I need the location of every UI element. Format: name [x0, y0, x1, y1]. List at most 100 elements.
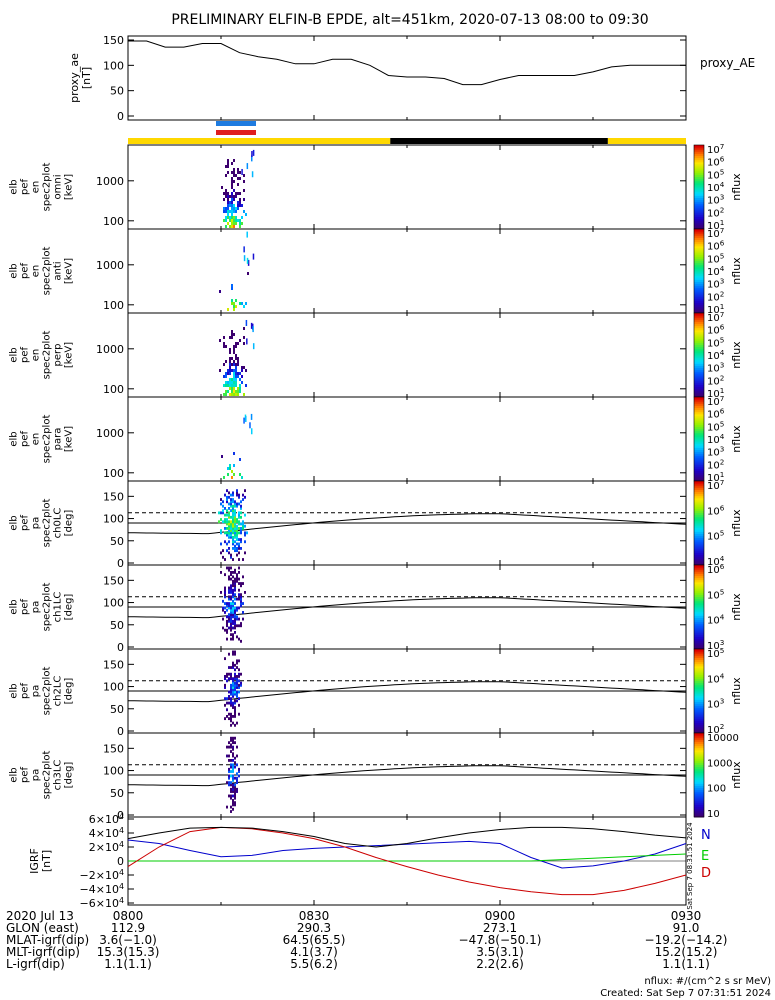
colorbar-segment	[694, 155, 704, 159]
panel-ylabel: elb pef en spec2plot anti [keV]	[9, 247, 75, 296]
pa-pixel	[232, 608, 234, 612]
colorbar-segment	[694, 508, 704, 511]
panel-y-tick-label: 100	[103, 383, 124, 396]
colorbar-segment	[694, 415, 704, 419]
colorbar-segment	[694, 470, 704, 474]
pa-pixel	[234, 622, 236, 625]
spec-pixel	[223, 375, 225, 378]
spec-pixel	[227, 195, 229, 198]
colorbar-segment	[694, 235, 704, 238]
colorbar-tick-label: 102	[707, 373, 724, 388]
colorbar-segment	[694, 596, 704, 600]
pa-pixel	[226, 542, 228, 546]
pa-pixel	[230, 628, 232, 632]
pa-pixel	[232, 688, 234, 692]
colorbar-tick-label: 105	[707, 251, 724, 266]
colorbar-segment	[694, 544, 704, 547]
pa-pixel	[236, 679, 238, 683]
colorbar-segment	[694, 682, 704, 686]
pa-pixel	[228, 783, 230, 787]
pa-pixel	[230, 683, 232, 687]
colorbar-segment	[694, 592, 704, 595]
pa-pixel	[228, 531, 230, 535]
colorbar-segment	[694, 161, 704, 165]
colorbar-tick-label: 103	[707, 444, 724, 459]
orbit-status-bars	[128, 121, 686, 144]
colorbar-label: nflux	[730, 509, 743, 537]
colorbar-segment	[694, 518, 704, 522]
spec-pixel	[225, 345, 227, 348]
pa-pixel	[230, 617, 232, 621]
colorbar-segment	[694, 277, 704, 280]
colorbar-segment	[694, 537, 704, 541]
colorbar-segment	[694, 525, 704, 528]
colorbar-segment	[694, 405, 704, 408]
colorbar-segment	[694, 315, 704, 318]
pa-pixel	[234, 690, 236, 694]
pa-pixel	[228, 652, 230, 656]
spec-pixel	[233, 351, 235, 354]
spec-pixel	[231, 171, 233, 174]
pa-pixel	[232, 745, 234, 749]
colorbar-segment	[694, 184, 704, 188]
pa-pixel	[232, 538, 234, 541]
pa-pixel	[226, 495, 228, 499]
colorbar-segment	[694, 600, 704, 604]
spec-streak	[250, 413, 253, 420]
pa-pixel	[220, 542, 222, 546]
panel-ylabel: elb pef pa spec2plot ch2LC [deg]	[9, 667, 75, 716]
colorbar-segment	[694, 205, 704, 209]
colorbar-segment	[694, 422, 704, 425]
colorbar-segment	[694, 793, 704, 797]
colorbar-tick-label: 10000	[707, 733, 739, 744]
panel-ylabel-line: en	[31, 181, 42, 194]
colorbar-segment	[694, 262, 704, 266]
spec-pixel	[233, 189, 235, 192]
colorbar-segment	[694, 684, 704, 688]
spec-pixel	[233, 360, 235, 363]
spec-pixel	[227, 390, 229, 393]
colorbar-segment	[694, 411, 704, 415]
pa-pixel	[242, 493, 244, 497]
spec-pixel	[225, 393, 227, 396]
igrf-series-total	[127, 826, 687, 848]
colorbar-segment	[694, 359, 704, 362]
colorbar-segment	[694, 250, 704, 253]
spec-pixel	[233, 204, 235, 207]
spec-pixel	[229, 372, 231, 375]
spec-pixel	[233, 464, 235, 467]
pa-pixel	[238, 686, 240, 689]
spec-pixel	[231, 393, 233, 396]
pa-pixel	[238, 597, 240, 601]
spec-pixel	[231, 299, 233, 302]
panel-ylabel-line: pef	[20, 179, 31, 196]
pa-pixel	[236, 527, 238, 530]
colorbar-segment	[694, 386, 704, 390]
spec-pixel	[235, 381, 237, 384]
pa-pixel	[244, 551, 246, 555]
pa-pixel	[220, 551, 222, 555]
spec-pixel	[227, 204, 229, 207]
colorbar-segment	[694, 222, 704, 226]
panel-ylabel-line: spec2plot	[42, 499, 53, 548]
pa-pixel	[222, 606, 224, 610]
panel-ylabel-line: pef	[20, 683, 31, 700]
colorbar-segment	[694, 426, 704, 429]
pa-pixel	[240, 681, 242, 685]
created-timestamp: Created: Sat Sep 7 07:31:51 2024	[600, 988, 771, 999]
pa-pixel	[232, 779, 234, 782]
pa-pixel	[228, 551, 230, 555]
panel-y-tick-label: 1000	[96, 175, 124, 188]
pa-pixel	[230, 697, 232, 701]
colorbar-segment	[694, 747, 704, 751]
pa-pixel	[234, 765, 236, 769]
pa-pixel	[228, 535, 230, 539]
colorbar-segment	[694, 579, 704, 583]
pa-pixel	[236, 745, 238, 749]
pa-pixel	[240, 639, 242, 643]
colorbar-segment	[694, 749, 704, 753]
spec-pixel	[225, 219, 227, 222]
pa-pixel	[228, 767, 230, 771]
spec-pixel	[239, 219, 241, 222]
spec-streak	[241, 168, 243, 175]
